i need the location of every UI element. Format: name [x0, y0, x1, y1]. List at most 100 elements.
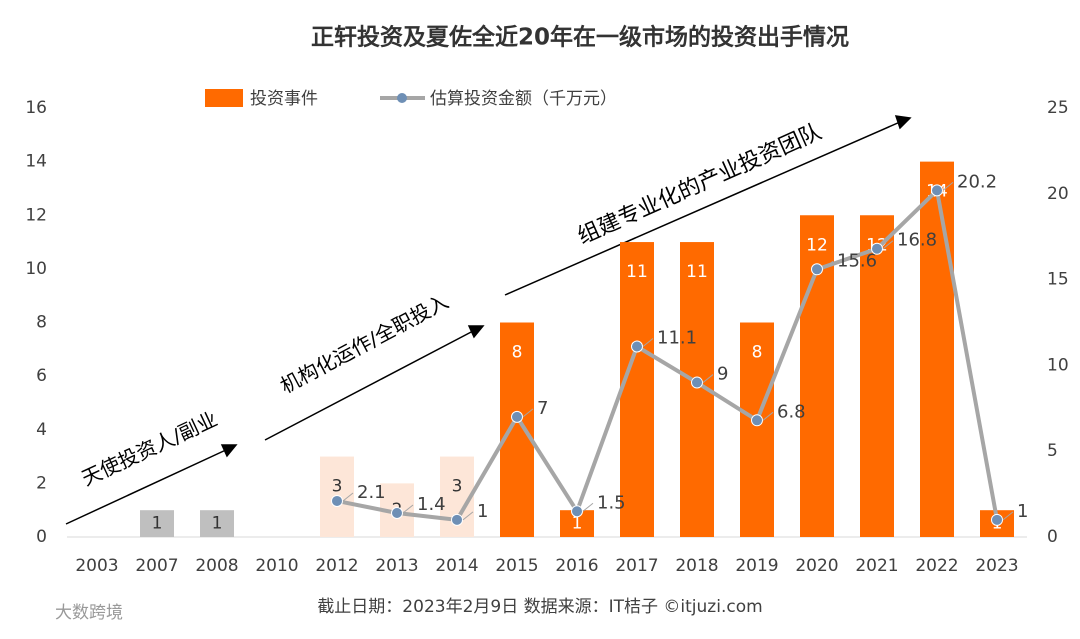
- x-tick-label: 2022: [915, 556, 958, 576]
- line-label: 9: [717, 364, 728, 385]
- y-tick-label: 16: [25, 98, 47, 118]
- x-tick-label: 2020: [795, 556, 838, 576]
- y-tick-label: 8: [36, 313, 47, 333]
- chart-title: 正轩投资及夏佐全近20年在一级市场的投资出手情况: [311, 24, 849, 51]
- line-label: 2.1: [357, 482, 386, 503]
- x-tick-label: 2015: [495, 556, 538, 576]
- line-marker: [991, 513, 1003, 526]
- line: [336, 186, 999, 522]
- line-label: 6.8: [777, 401, 806, 422]
- legend-marker: [397, 93, 407, 103]
- legend-swatch: [205, 89, 243, 107]
- y2-tick-label: 15: [1047, 270, 1069, 290]
- line-label: 7: [537, 398, 548, 419]
- x-tick-label: 2012: [315, 556, 358, 576]
- leader-line: [642, 338, 654, 347]
- leader-line: [402, 504, 414, 514]
- leader-line: [522, 408, 534, 418]
- x-tick-label: 2019: [735, 556, 778, 576]
- x-tick-label: 2016: [555, 556, 598, 576]
- arrowhead: [467, 325, 485, 339]
- bar-label: 11: [626, 262, 648, 282]
- legend-label: 投资事件: [250, 89, 318, 109]
- y-tick-label: 10: [25, 259, 47, 279]
- line-marker: [451, 513, 463, 526]
- bar-label: 11: [686, 262, 708, 282]
- line-marker: [811, 263, 823, 276]
- y-tick-label: 4: [36, 420, 47, 440]
- line-marker: [751, 414, 763, 427]
- bar: [740, 322, 774, 537]
- leader-line: [342, 492, 354, 502]
- arrow: [264, 329, 476, 441]
- bar-label: 8: [512, 343, 523, 363]
- bar: [860, 215, 894, 537]
- x-tick-label: 2010: [255, 556, 298, 576]
- line-marker: [571, 505, 583, 518]
- x-tick-label: 2013: [375, 556, 418, 576]
- line-label: 16.8: [897, 230, 937, 251]
- y2-tick-label: 25: [1047, 98, 1069, 118]
- leader-line: [882, 240, 894, 250]
- line-label: 1: [1017, 501, 1028, 522]
- y-tick-label: 0: [36, 527, 47, 547]
- leader-line: [762, 411, 774, 421]
- y2-tick-label: 0: [1047, 527, 1058, 547]
- leader-line: [702, 374, 714, 383]
- leader-line: [942, 181, 954, 191]
- x-tick-label: 2007: [135, 556, 178, 576]
- line-label: 1.5: [597, 492, 626, 513]
- line-marker: [331, 494, 343, 507]
- leader-line: [1002, 511, 1014, 521]
- x-tick-label: 2003: [75, 556, 118, 576]
- bar-label: 8: [752, 343, 763, 363]
- bar-label: 1: [152, 514, 163, 534]
- x-tick-label: 2018: [675, 556, 718, 576]
- y-tick-label: 2: [36, 473, 47, 493]
- x-tick-label: 2023: [975, 556, 1018, 576]
- arrow: [65, 448, 229, 525]
- line-label: 15.6: [837, 250, 877, 271]
- line-label: 1: [477, 501, 488, 522]
- y2-tick-label: 5: [1047, 441, 1058, 461]
- leader-line: [582, 502, 594, 512]
- x-tick-label: 2008: [195, 556, 238, 576]
- y-tick-label: 12: [25, 205, 47, 225]
- bar-label: 3: [332, 477, 343, 497]
- line-marker: [871, 242, 883, 255]
- legend-label: 估算投资金额（千万元）: [430, 89, 617, 109]
- x-tick-label: 2017: [615, 556, 658, 576]
- arrow: [504, 121, 901, 296]
- y-tick-label: 6: [36, 366, 47, 386]
- leader-line: [822, 260, 834, 270]
- bar-label: 1: [572, 514, 583, 534]
- bar-label: 3: [452, 477, 463, 497]
- line-label: 20.2: [957, 171, 997, 192]
- y-tick-label: 14: [25, 152, 47, 172]
- line-marker: [391, 506, 403, 519]
- line-marker: [631, 340, 643, 353]
- arrows: [65, 115, 912, 525]
- line-marker: [931, 184, 943, 197]
- line-label: 1.4: [417, 494, 446, 515]
- bar: [620, 242, 654, 537]
- line-label: 11.1: [657, 328, 697, 349]
- footer: 截止日期：2023年2月9日 数据来源：IT桔子 ©itjuzi.com: [317, 597, 762, 617]
- bar: [920, 161, 954, 537]
- arrowhead: [220, 444, 238, 458]
- line-marker: [511, 410, 523, 423]
- bar: [140, 510, 174, 537]
- leader-line: [462, 511, 474, 521]
- bar-label: 12: [806, 235, 828, 255]
- arrowhead: [894, 115, 912, 130]
- watermark: 大数跨境: [55, 603, 123, 623]
- x-tick-label: 2014: [435, 556, 478, 576]
- bar: [200, 510, 234, 537]
- x-tick-label: 2021: [855, 556, 898, 576]
- bar-label: 1: [212, 514, 223, 534]
- line-marker: [691, 376, 703, 389]
- bar: [500, 322, 534, 537]
- y2-tick-label: 10: [1047, 355, 1069, 375]
